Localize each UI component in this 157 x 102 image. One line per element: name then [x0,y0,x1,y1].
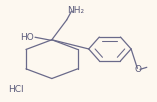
Text: O: O [135,65,142,74]
Text: NH₂: NH₂ [67,6,84,15]
Text: HCl: HCl [8,85,24,94]
Text: HO: HO [21,33,34,42]
